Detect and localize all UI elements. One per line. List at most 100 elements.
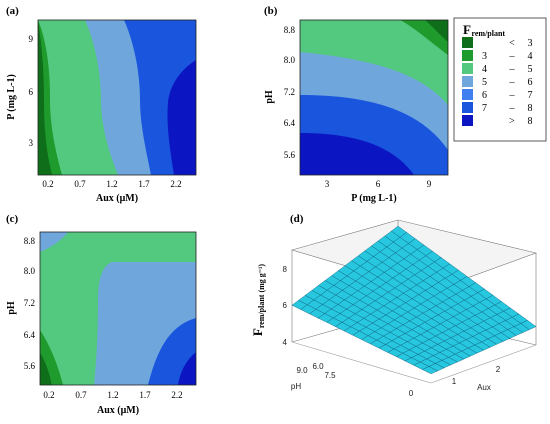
legend-label: > — [509, 116, 515, 127]
legend-items: <3 3 – 4 4 – 5 5 – 6 6 – 7 7 – 8 > 8 — [462, 37, 533, 127]
tick-label: 0.2 — [42, 179, 53, 189]
legend-swatch — [462, 63, 473, 74]
tick-label: 9 — [29, 34, 34, 44]
panel-a-xaxis: 0.2 0.7 1.2 1.7 2.2 Aux (μM) — [42, 179, 181, 204]
panel-c-yaxis: 5.6 6.4 7.2 8.0 8.8 pH — [6, 236, 36, 371]
x-axis-label: P (mg L-1) — [351, 193, 397, 204]
tick-label: 0.7 — [75, 390, 87, 400]
panel-d: (d) 8 6 4 Frem/plant (mg g⁻¹) 6.0 7.5 9.… — [250, 213, 538, 398]
tick-label: 0 — [409, 389, 414, 398]
legend-label: 6 — [528, 77, 533, 88]
tick-label: 8.0 — [284, 55, 296, 65]
panel-d-zaxis: 8 6 4 Frem/plant (mg g⁻¹) — [250, 264, 288, 347]
legend-label: 4 — [528, 51, 533, 62]
x-axis-label: Aux (μM) — [97, 405, 139, 416]
legend-label: 4 — [482, 64, 487, 75]
tick-label: 5.6 — [284, 150, 296, 160]
legend: Frem/plant <3 3 – 4 4 – 5 5 – 6 6 – 7 7 – 8 > 8 — [453, 17, 547, 142]
tick-label: 5.6 — [24, 361, 36, 371]
legend-label: – — [509, 77, 516, 88]
panel-c-label: (c) — [6, 213, 19, 225]
panel-a-label: (a) — [6, 5, 19, 17]
tick-label: 1.2 — [106, 179, 117, 189]
panel-b-yaxis: 5.6 6.4 7.2 8.0 8.8 pH — [264, 25, 296, 160]
legend-label: – — [509, 64, 516, 75]
tick-label: 3 — [325, 179, 330, 189]
x-axis-label: Aux (μM) — [96, 193, 138, 204]
x-axis-label: Aux — [477, 383, 491, 392]
region-5-6-corner — [40, 232, 68, 252]
tick-label: 0.7 — [74, 179, 86, 189]
tick-label: 7.5 — [324, 371, 336, 380]
panel-d-label: (d) — [290, 213, 304, 225]
surface-mesh — [291, 225, 537, 375]
legend-swatch — [462, 102, 473, 113]
legend-label: 5 — [528, 64, 533, 75]
legend-swatch — [462, 76, 473, 87]
surface-cell — [391, 225, 407, 238]
tick-label: 8.0 — [24, 266, 36, 276]
tick-label: 9.0 — [296, 366, 308, 375]
tick-label: 2 — [496, 365, 501, 374]
region-3-4 — [40, 330, 63, 385]
tick-label: 6 — [283, 301, 288, 310]
legend-swatch — [462, 37, 473, 48]
panel-b-xaxis: 3 6 9 P (mg L-1) — [325, 179, 432, 204]
y-axis-label: pH — [6, 301, 17, 315]
panel-b: (b) 3 6 9 P (mg L-1) 5.6 6.4 7.2 8.0 8.8… — [264, 5, 449, 204]
tick-label: 6.4 — [284, 118, 296, 128]
legend-label: 6 — [482, 90, 487, 101]
legend-label: – — [509, 90, 516, 101]
y-axis-label: pH — [264, 90, 275, 104]
panel-d-yaxis: 6.0 7.5 9.0 pH — [291, 362, 336, 391]
z-axis-label: Frem/plant (mg g⁻¹) — [250, 264, 266, 337]
region-7-8 — [178, 352, 196, 385]
panel-c-xaxis: 0.2 0.7 1.2 1.7 2.2 Aux (μM) — [43, 390, 182, 416]
tick-label: 8.8 — [24, 236, 36, 246]
legend-label: 7 — [528, 90, 533, 101]
tick-label: 6.0 — [312, 362, 324, 371]
tick-label: 2.2 — [170, 179, 181, 189]
region-lt3 — [425, 20, 448, 42]
tick-label: 2.2 — [171, 390, 182, 400]
panel-b-contour — [300, 20, 448, 175]
tick-label: 6.4 — [24, 330, 36, 340]
tick-label: 9 — [427, 179, 432, 189]
tick-label: 6 — [376, 179, 381, 189]
region-7-8 — [167, 60, 196, 175]
panel-d-xaxis: 0 1 2 Aux — [409, 365, 501, 398]
legend-swatch — [462, 89, 473, 100]
tick-label: 4 — [283, 338, 288, 347]
legend-swatch — [462, 50, 473, 61]
tick-label: 7.2 — [24, 298, 35, 308]
panel-a-contour — [38, 20, 196, 175]
tick-label: 8.8 — [284, 25, 296, 35]
y-axis-label: P (mg L-1) — [6, 74, 17, 120]
legend-label: 3 — [528, 38, 533, 49]
panel-c: (c) 0.2 0.7 1.2 1.7 2.2 Aux (μM) 5.6 6.4… — [6, 213, 197, 416]
legend-label: 8 — [528, 116, 533, 127]
legend-label: < — [509, 38, 515, 49]
tick-label: 7.2 — [284, 87, 295, 97]
legend-label: 8 — [528, 103, 533, 114]
tick-label: 1.7 — [138, 179, 150, 189]
region-4-5 — [300, 20, 448, 105]
tick-label: 1.7 — [139, 390, 151, 400]
tick-label: 8 — [283, 265, 288, 274]
legend-label: – — [509, 103, 516, 114]
tick-label: 0.2 — [43, 390, 54, 400]
tick-label: 3 — [29, 138, 34, 148]
panel-b-label: (b) — [264, 5, 278, 17]
panel-c-contour — [40, 232, 196, 385]
legend-label: – — [509, 51, 516, 62]
legend-label: 7 — [482, 103, 487, 114]
y-axis-label: pH — [291, 382, 301, 391]
panel-a: (a) 0.2 0.7 1.2 1.7 2.2 Aux (μM) 3 6 9 P… — [6, 5, 197, 204]
legend-swatch — [462, 115, 473, 126]
legend-title: Frem/plant — [463, 22, 505, 38]
tick-label: 6 — [29, 87, 34, 97]
tick-label: 1 — [452, 377, 457, 386]
tick-label: 1.2 — [107, 390, 118, 400]
legend-label: 3 — [482, 51, 487, 62]
